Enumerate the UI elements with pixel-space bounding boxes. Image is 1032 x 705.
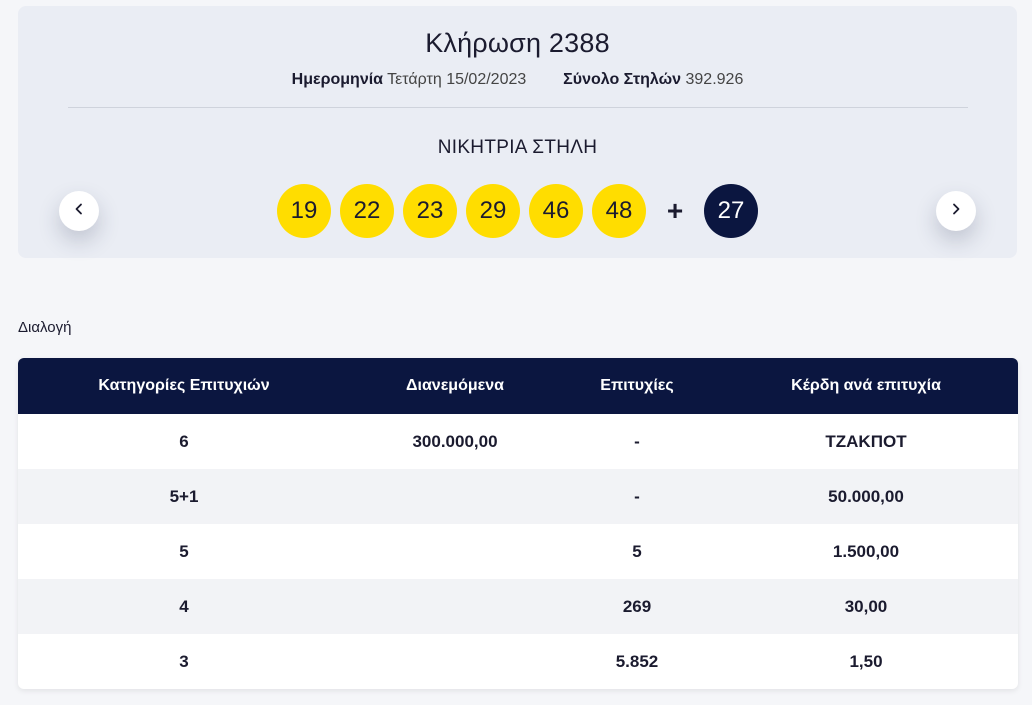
columns-label: Σύνολο Στηλών [563, 71, 682, 88]
cell-winners: 5.852 [615, 651, 659, 671]
bonus-ball: 27 [704, 184, 758, 238]
cell-prize: 30,00 [844, 596, 888, 616]
number-ball: 23 [403, 184, 457, 238]
cell-prize: 1.500,00 [832, 541, 900, 561]
table-row: 4 269 30,00 [18, 579, 1018, 634]
draw-card: Κλήρωση 2388 Ημερομηνία Τετάρτη 15/02/20… [18, 6, 1017, 258]
table-header: Κατηγορίες Επιτυχιών Διανεμόμενα Επιτυχί… [18, 358, 1018, 414]
table-row: 6 300.000,00 - ΤΖΑΚΠΟΤ [18, 414, 1018, 469]
plus-sign: + [666, 195, 684, 226]
number-ball: 46 [529, 184, 583, 238]
table-row: 3 5.852 1,50 [18, 634, 1018, 689]
number-ball: 22 [340, 184, 394, 238]
number-ball: 48 [592, 184, 646, 238]
draw-meta: Ημερομηνία Τετάρτη 15/02/2023 Σύνολο Στη… [18, 71, 1017, 89]
header-distributed: Διανεμόμενα [406, 377, 504, 394]
header-prize-per-winner: Κέρδη ανά επιτυχία [791, 377, 941, 394]
prize-table: Κατηγορίες Επιτυχιών Διανεμόμενα Επιτυχί… [18, 358, 1018, 689]
cell-prize: 1,50 [849, 651, 883, 671]
number-ball: 19 [277, 184, 331, 238]
section-label: Διαλογή [18, 319, 72, 336]
cell-prize: 50.000,00 [828, 486, 904, 506]
cell-category: 5+1 [169, 486, 199, 506]
winning-column-label: ΝΙΚΗΤΡΙΑ ΣΤΗΛΗ [437, 137, 598, 158]
columns-value: 392.926 [685, 71, 744, 88]
divider [68, 107, 968, 108]
number-ball: 29 [466, 184, 520, 238]
table-row: 5+1 - 50.000,00 [18, 469, 1018, 524]
cell-winners: - [634, 486, 640, 506]
cell-winners: 269 [622, 596, 652, 616]
header-winners: Επιτυχίες [600, 377, 674, 394]
chevron-right-icon [950, 202, 962, 220]
date-label: Ημερομηνία [291, 71, 383, 88]
cell-category: 6 [179, 431, 189, 451]
cell-category: 5 [179, 541, 189, 561]
cell-category: 4 [179, 596, 189, 616]
previous-draw-button[interactable] [59, 191, 99, 231]
header-category: Κατηγορίες Επιτυχιών [98, 377, 270, 394]
winning-numbers: 19 22 23 29 46 48 + 27 [18, 184, 1017, 238]
next-draw-button[interactable] [936, 191, 976, 231]
cell-winners: 5 [632, 541, 642, 561]
table-row: 5 5 1.500,00 [18, 524, 1018, 579]
chevron-left-icon [73, 202, 85, 220]
date-value: Τετάρτη 15/02/2023 [387, 71, 527, 88]
cell-category: 3 [179, 651, 189, 671]
cell-prize: ΤΖΑΚΠΟΤ [825, 431, 907, 451]
cell-winners: - [634, 431, 640, 451]
draw-title: Κλήρωση 2388 [425, 28, 610, 58]
cell-distributed: 300.000,00 [412, 431, 498, 451]
